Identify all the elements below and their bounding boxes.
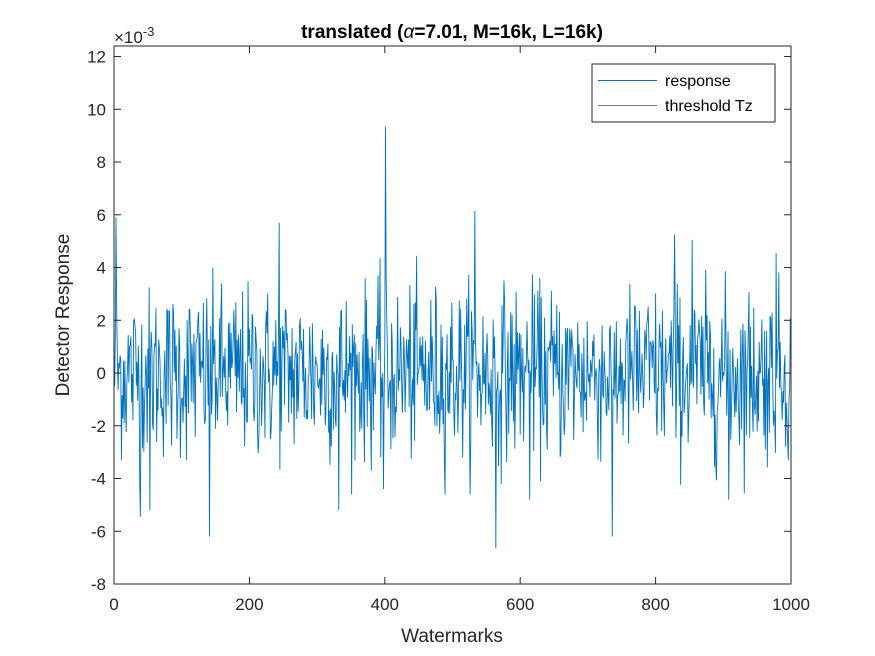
axes-box <box>113 45 792 585</box>
y-exponent-label: ×10-3 <box>114 24 154 47</box>
y-axis-ticks: -8 -6 -4 -2 0 2 4 6 8 10 12 <box>87 48 791 594</box>
x-axis-ticks: 0 200 400 600 800 1000 <box>109 46 810 614</box>
y-tick-label: 2 <box>97 311 106 330</box>
y-tick-label: 6 <box>97 206 106 225</box>
series-layer <box>114 126 792 549</box>
x-tick-label: 200 <box>235 595 263 614</box>
y-tick-label: -4 <box>91 470 106 489</box>
plot-area <box>114 46 791 584</box>
y-tick-label: 0 <box>97 364 106 383</box>
legend-label-response: response <box>665 73 731 90</box>
y-tick-label: -8 <box>91 575 106 594</box>
x-tick-label: 0 <box>109 595 118 614</box>
y-tick-label: 12 <box>87 48 106 67</box>
y-tick-label: 4 <box>97 259 106 278</box>
y-tick-label: -2 <box>91 417 106 436</box>
x-tick-label: 600 <box>506 595 534 614</box>
y-tick-label: 8 <box>97 153 106 172</box>
x-tick-label: 800 <box>641 595 669 614</box>
chart-title: translated (α=7.01, M=16k, L=16k) <box>301 22 603 43</box>
x-tick-label: 1000 <box>772 595 810 614</box>
legend-label-threshold: threshold Tz <box>665 98 753 115</box>
y-axis-label: Detector Response <box>53 234 74 397</box>
series-line-response <box>114 126 792 549</box>
y-tick-label: -6 <box>91 522 106 541</box>
legend: response threshold Tz <box>591 63 776 123</box>
y-tick-label: 10 <box>87 100 106 119</box>
legend-box <box>591 63 776 123</box>
x-tick-label: 400 <box>371 595 399 614</box>
x-axis-label: Watermarks <box>401 626 503 647</box>
